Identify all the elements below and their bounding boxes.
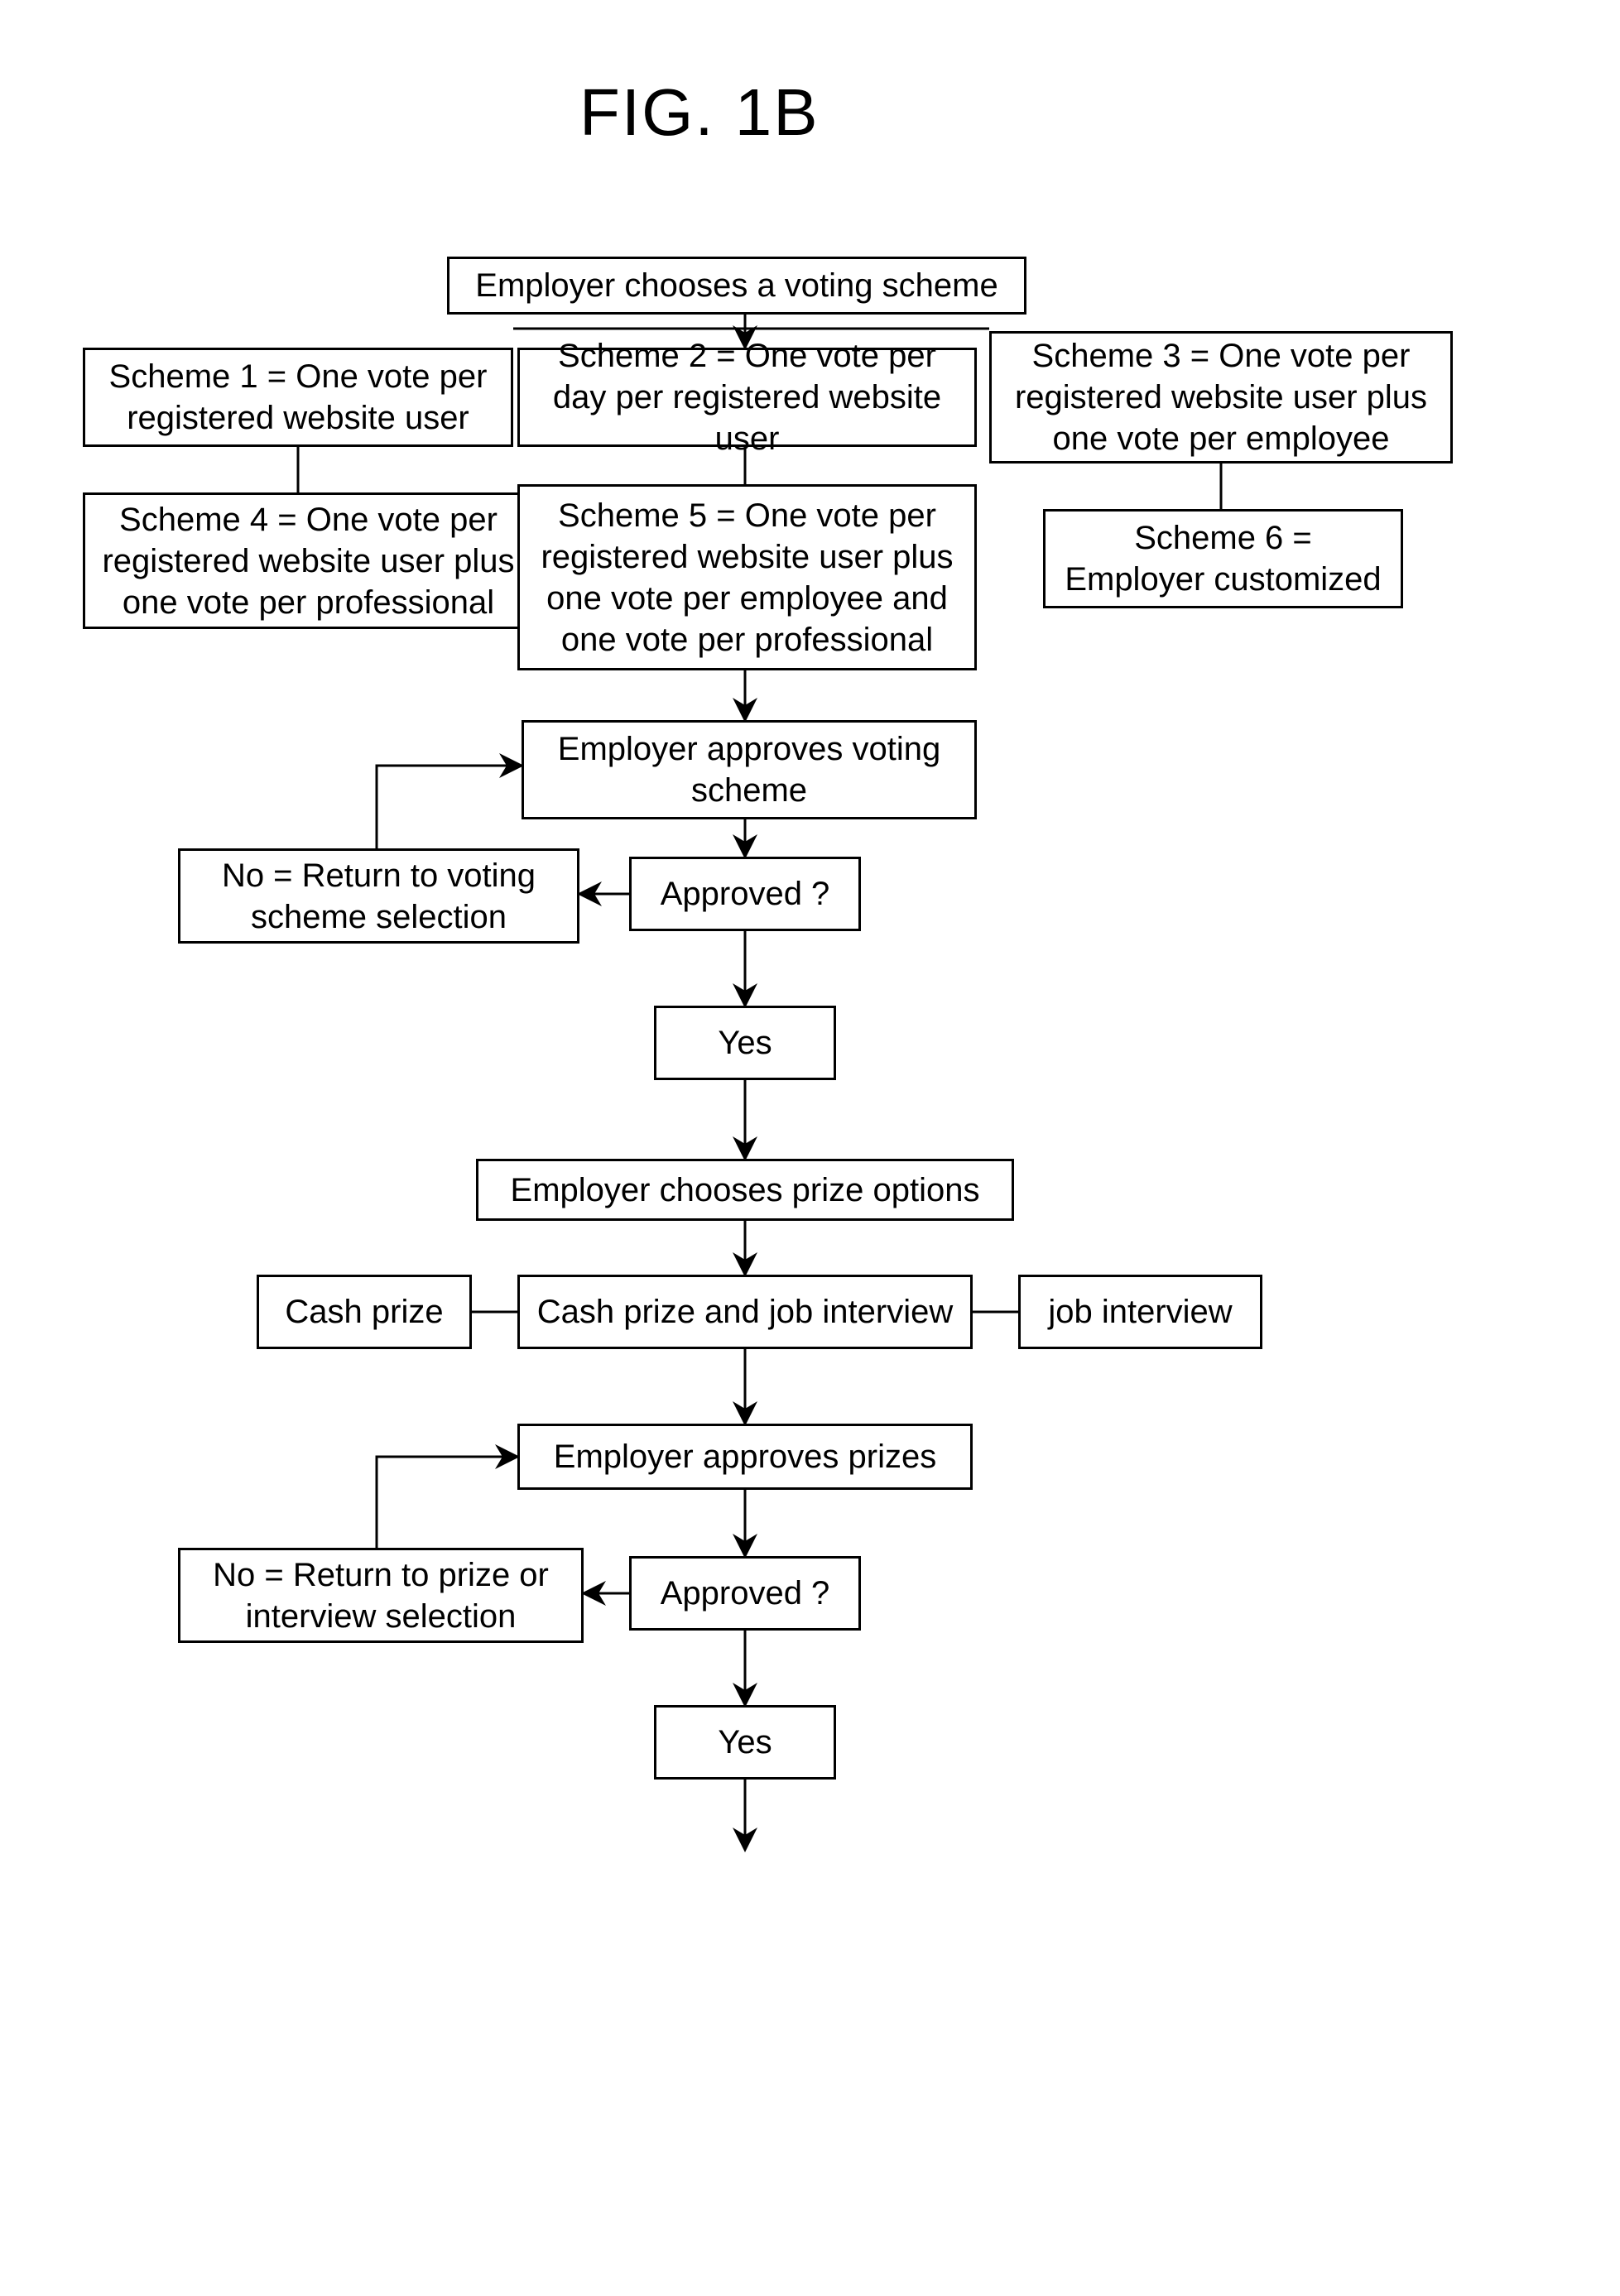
flowchart-page: FIG. 1B Employer chooses a voting scheme… — [0, 0, 1620, 2296]
flowchart-node-scheme6: Scheme 6 = Employer customized — [1043, 509, 1403, 608]
flowchart-node-scheme5: Scheme 5 = One vote per registered websi… — [517, 484, 977, 670]
flowchart-node-noVoting: No = Return to voting scheme selection — [178, 848, 579, 944]
flowchart-node-yes2: Yes — [654, 1705, 836, 1780]
flowchart-node-approved1: Approved ? — [629, 857, 861, 931]
flowchart-node-choosePrize: Employer chooses prize options — [476, 1159, 1014, 1221]
flowchart-node-noPrize: No = Return to prize or interview select… — [178, 1548, 584, 1643]
flowchart-node-cashPrize: Cash prize — [257, 1275, 472, 1349]
flowchart-node-scheme4: Scheme 4 = One vote per registered websi… — [83, 492, 534, 629]
flowchart-node-scheme2: Scheme 2 = One vote per day per register… — [517, 348, 977, 447]
flowchart-node-approvePrizes: Employer approves prizes — [517, 1424, 973, 1490]
flowchart-node-cashAndJob: Cash prize and job interview — [517, 1275, 973, 1349]
flowchart-node-scheme3: Scheme 3 = One vote per registered websi… — [989, 331, 1453, 464]
flowchart-node-chooseVoting: Employer chooses a voting scheme — [447, 257, 1026, 315]
flowchart-node-jobInterview: job interview — [1018, 1275, 1262, 1349]
flowchart-node-scheme1: Scheme 1 = One vote per registered websi… — [83, 348, 513, 447]
flowchart-node-approved2: Approved ? — [629, 1556, 861, 1631]
flowchart-node-approveVoting: Employer approves voting scheme — [522, 720, 977, 819]
figure-title: FIG. 1B — [579, 74, 820, 151]
flowchart-node-yes1: Yes — [654, 1006, 836, 1080]
